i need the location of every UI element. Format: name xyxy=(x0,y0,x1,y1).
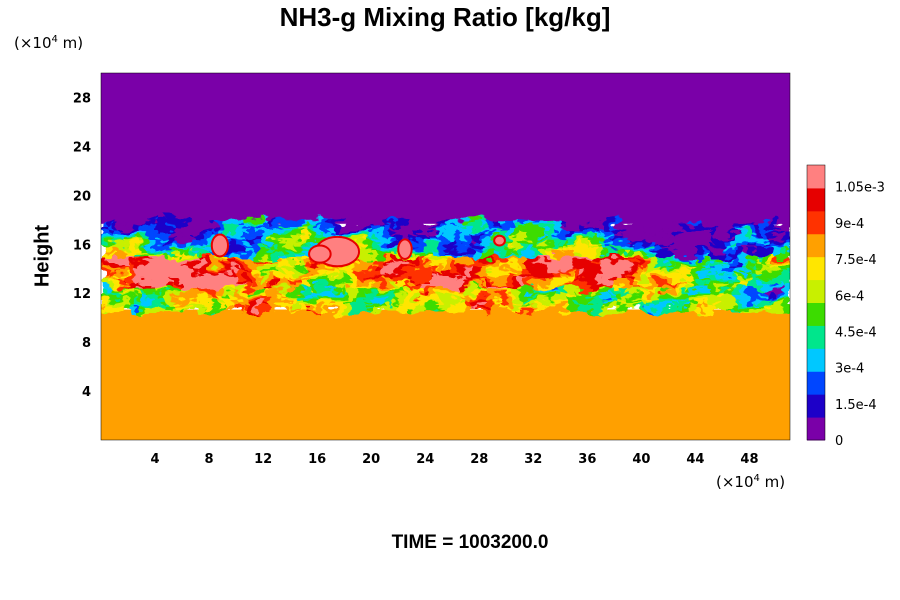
colorbar-segment xyxy=(807,187,825,212)
y-axis-unit: (×104 m) xyxy=(14,34,84,52)
x-tick-label: 40 xyxy=(632,452,650,467)
y-tick-label: 20 xyxy=(73,189,91,204)
colorbar-segment xyxy=(807,233,825,258)
x-tick-label: 32 xyxy=(524,452,542,467)
high-value-core xyxy=(308,244,332,264)
x-tick-label: 36 xyxy=(578,452,596,467)
y-tick-label: 28 xyxy=(73,91,91,106)
x-tick-label: 20 xyxy=(362,452,380,467)
y-tick-label: 4 xyxy=(82,385,91,400)
colorbar-frame xyxy=(806,164,826,441)
colorbar-tick-label: 4.5e-4 xyxy=(835,325,877,340)
x-tick-label: 4 xyxy=(151,452,160,467)
x-tick-label: 16 xyxy=(308,452,326,467)
colorbar-segment xyxy=(807,210,825,235)
colorbar-segment xyxy=(807,371,825,395)
colorbar-tick-label: 0 xyxy=(835,434,843,449)
upper-layer xyxy=(101,73,790,224)
high-value-core xyxy=(493,234,506,247)
x-tick-label: 12 xyxy=(254,452,272,467)
x-tick-label: 28 xyxy=(470,452,488,467)
colorbar-tick-label: 1.05e-3 xyxy=(835,181,885,196)
y-tick-label: 24 xyxy=(73,140,91,155)
colorbar-segment xyxy=(807,325,825,349)
mixing-layer xyxy=(101,219,790,313)
colorbar-segment xyxy=(807,417,825,441)
x-tick-label: 24 xyxy=(416,452,434,467)
colorbar-segment xyxy=(807,279,825,303)
colorbar-tick-label: 1.5e-4 xyxy=(835,398,877,413)
y-tick-label: 12 xyxy=(73,287,91,302)
lower-layer xyxy=(101,309,790,440)
x-tick-label: 8 xyxy=(205,452,214,467)
x-tick-label: 44 xyxy=(686,452,704,467)
high-value-core xyxy=(397,238,413,260)
chart-title: NH3-g Mixing Ratio [kg/kg] xyxy=(279,2,611,32)
colorbar-segment xyxy=(807,394,825,418)
y-tick-label: 16 xyxy=(73,238,91,253)
colorbar-segment xyxy=(807,348,825,372)
high-value-core xyxy=(210,233,229,258)
colorbar-tick-label: 7.5e-4 xyxy=(835,253,877,268)
plot-frame xyxy=(100,72,791,441)
colorbar-segment xyxy=(807,256,825,281)
colorbar-tick-label: 9e-4 xyxy=(835,217,864,232)
y-tick-label: 8 xyxy=(82,336,91,351)
colorbar-segment xyxy=(807,165,825,189)
colorbar-tick-label: 6e-4 xyxy=(835,289,864,304)
x-tick-label: 48 xyxy=(740,452,758,467)
colorbar-tick-label: 3e-4 xyxy=(835,362,864,377)
time-label: TIME = 1003200.0 xyxy=(391,532,549,553)
x-axis-unit: (×104 m) xyxy=(716,473,786,491)
colorbar-segment xyxy=(807,302,825,326)
